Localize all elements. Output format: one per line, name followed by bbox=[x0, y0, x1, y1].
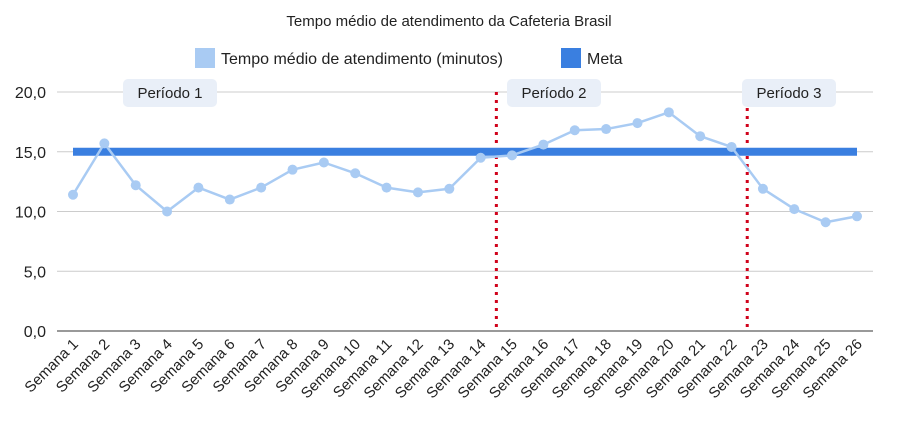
data-point bbox=[695, 131, 706, 142]
data-point bbox=[852, 211, 862, 222]
data-point bbox=[726, 141, 737, 152]
series-tempo-medio bbox=[68, 107, 862, 228]
legend: Tempo médio de atendimento (minutos) Met… bbox=[195, 48, 623, 68]
data-point bbox=[130, 180, 141, 191]
gridlines bbox=[57, 91, 873, 332]
data-point bbox=[757, 183, 768, 194]
y-tick-label: 0,0 bbox=[24, 324, 46, 341]
data-point bbox=[350, 168, 361, 179]
y-tick-label: 10,0 bbox=[15, 205, 46, 222]
period-label: Período 1 bbox=[137, 85, 202, 102]
data-point bbox=[507, 150, 518, 161]
data-point bbox=[820, 217, 831, 228]
y-axis: 0,0 5,0 10,0 15,0 20,0 bbox=[15, 85, 46, 341]
data-point bbox=[475, 152, 486, 163]
period-label: Período 3 bbox=[756, 85, 821, 102]
chart-title: Tempo médio de atendimento da Cafeteria … bbox=[286, 13, 611, 30]
data-point bbox=[412, 187, 423, 198]
y-tick-label: 5,0 bbox=[24, 264, 46, 281]
data-point bbox=[287, 164, 298, 175]
series-line-tempo-medio bbox=[71, 111, 858, 224]
legend-label-series-2[interactable]: Meta bbox=[587, 51, 623, 68]
y-tick-label: 20,0 bbox=[15, 85, 46, 102]
legend-swatch-series-1 bbox=[195, 48, 215, 68]
data-point bbox=[569, 125, 580, 136]
legend-label-series-1[interactable]: Tempo médio de atendimento (minutos) bbox=[221, 51, 503, 68]
period-label: Período 2 bbox=[521, 85, 586, 102]
y-tick-label: 15,0 bbox=[15, 145, 46, 162]
data-point bbox=[538, 139, 549, 150]
data-point bbox=[193, 182, 204, 193]
data-point bbox=[663, 107, 674, 118]
period-labels: Período 1 Período 2 Período 3 bbox=[123, 79, 836, 107]
data-point bbox=[632, 118, 643, 129]
data-point bbox=[99, 138, 110, 149]
data-point bbox=[162, 206, 173, 217]
data-point bbox=[444, 183, 455, 194]
data-point bbox=[256, 182, 267, 193]
data-point bbox=[224, 194, 235, 205]
data-point bbox=[68, 189, 78, 200]
data-point bbox=[318, 157, 329, 168]
period-label-box bbox=[507, 79, 601, 107]
data-point bbox=[601, 124, 612, 135]
data-point bbox=[789, 204, 800, 215]
period-label-box bbox=[742, 79, 836, 107]
data-point bbox=[381, 182, 392, 193]
legend-swatch-series-2 bbox=[561, 48, 581, 68]
period-label-box bbox=[123, 79, 217, 107]
